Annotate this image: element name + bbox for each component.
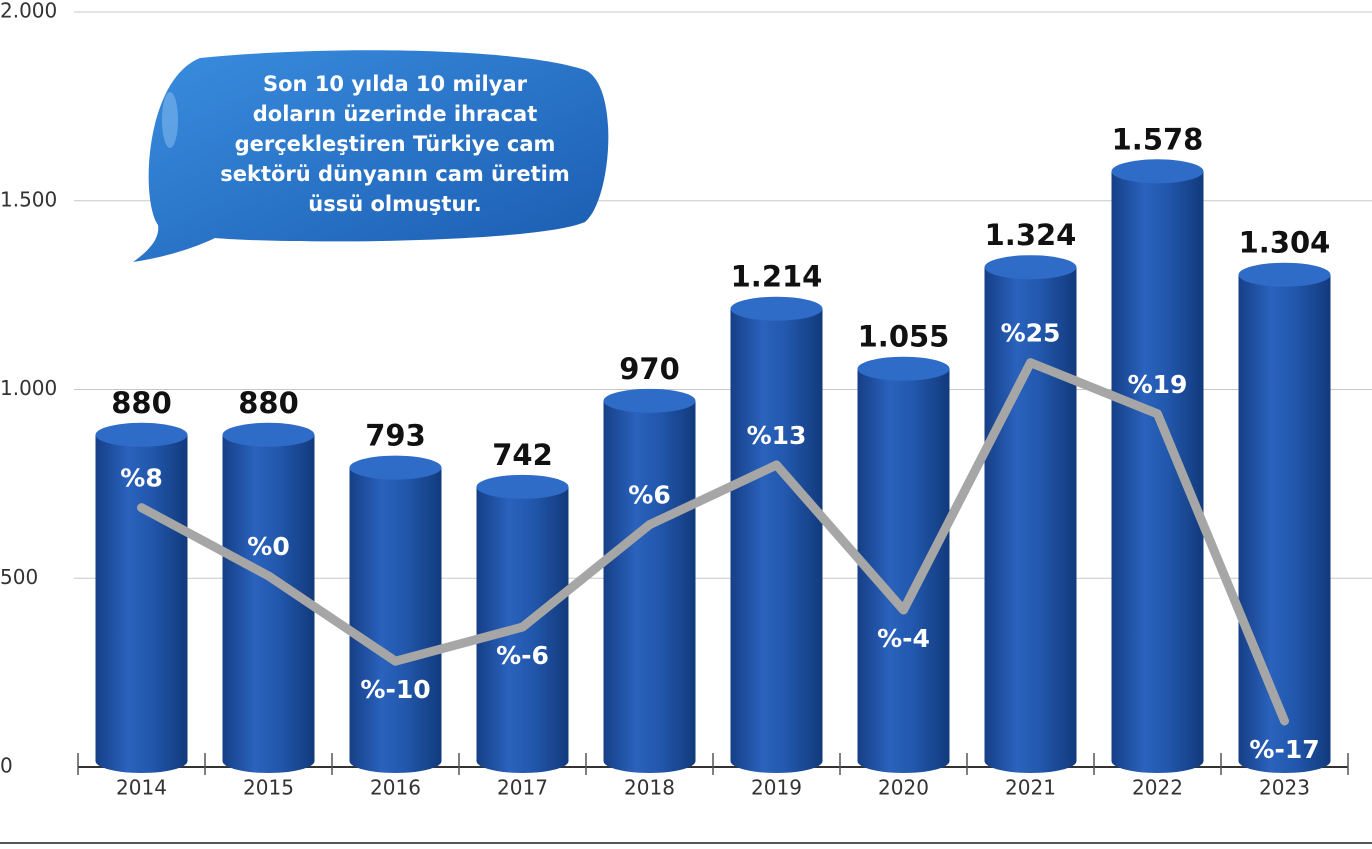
bar-body	[1239, 275, 1331, 773]
x-tick-label: 2016	[370, 776, 421, 800]
bar-value-label: 1.055	[858, 320, 950, 354]
x-tick-label: 2023	[1259, 776, 1310, 800]
bar-cap	[731, 297, 823, 321]
bar-cap	[350, 456, 442, 480]
annotation-line: gerçekleştiren Türkiye cam	[235, 132, 556, 156]
growth-label: %-4	[877, 624, 930, 653]
bar-value-label: 1.324	[985, 218, 1077, 252]
bar	[858, 357, 950, 773]
y-tick-label: 1.000	[0, 376, 57, 400]
bar-cap	[1112, 159, 1204, 183]
x-tick-label: 2015	[243, 776, 294, 800]
y-tick-label: 0	[0, 754, 13, 778]
annotation-line: doların üzerinde ihracat	[253, 102, 537, 126]
growth-label: %-17	[1249, 735, 1319, 764]
bar-value-label: 1.214	[731, 260, 823, 294]
bar-value-label: 880	[238, 386, 299, 420]
bubble-highlight	[162, 92, 178, 148]
bar-body	[604, 401, 696, 773]
x-tick-label: 2014	[116, 776, 167, 800]
annotation-line: üssü olmuştur.	[308, 192, 482, 216]
bar-value-label: 793	[365, 419, 426, 453]
x-tick-label: 2021	[1005, 776, 1056, 800]
bar-value-label: 880	[111, 386, 172, 420]
x-tick-label: 2018	[624, 776, 675, 800]
x-tick-label: 2020	[878, 776, 929, 800]
growth-label: %-10	[360, 675, 430, 704]
bar-value-label: 1.578	[1112, 122, 1204, 156]
growth-label: %13	[747, 421, 807, 450]
bar-body	[731, 309, 823, 773]
bar-body	[223, 435, 315, 773]
growth-label: %19	[1128, 370, 1188, 399]
growth-label: %0	[247, 532, 289, 561]
growth-label: %25	[1001, 319, 1061, 348]
growth-label: %-6	[496, 641, 549, 670]
growth-label: %8	[120, 464, 162, 493]
bar-cap	[223, 423, 315, 447]
bar	[1239, 263, 1331, 773]
x-tick-label: 2019	[751, 776, 802, 800]
bar-cap	[604, 389, 696, 413]
bar-body	[350, 468, 442, 773]
bar-body	[1112, 171, 1204, 773]
y-tick-label: 500	[0, 565, 38, 589]
bar	[731, 297, 823, 773]
y-tick-label: 2.000	[0, 0, 57, 23]
growth-label: %6	[628, 481, 670, 510]
bar-cap	[985, 255, 1077, 279]
bar-cap	[858, 357, 950, 381]
bar-value-label: 742	[492, 438, 553, 472]
bar-cap	[477, 475, 569, 499]
x-tick-label: 2022	[1132, 776, 1183, 800]
bar-cap	[1239, 263, 1331, 287]
bar	[1112, 159, 1204, 773]
bar	[350, 456, 442, 773]
bar-cap	[96, 423, 188, 447]
chart: 0 500 1.000 1.500 2.000 2014 2015 2016 2017 2018 2…	[0, 0, 1372, 849]
bar	[604, 389, 696, 773]
page: {"chart_data": { "type": "bar-line", "ca…	[0, 0, 1372, 849]
x-tick-label: 2017	[497, 776, 548, 800]
bar-value-label: 970	[619, 352, 680, 386]
annotation-line: sektörü dünyanın cam üretim	[220, 162, 569, 186]
y-tick-label: 1.500	[0, 187, 57, 211]
bar-value-label: 1.304	[1239, 226, 1331, 260]
annotation-line: Son 10 yılda 10 milyar	[263, 72, 528, 96]
